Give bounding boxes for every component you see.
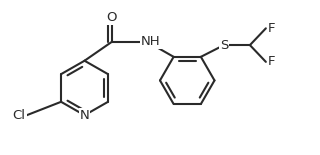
Text: S: S <box>220 39 228 52</box>
Text: NH: NH <box>141 35 161 48</box>
Text: F: F <box>268 55 276 68</box>
Text: O: O <box>107 11 117 24</box>
Text: Cl: Cl <box>13 109 26 122</box>
Text: N: N <box>80 109 89 122</box>
Text: F: F <box>268 22 276 35</box>
